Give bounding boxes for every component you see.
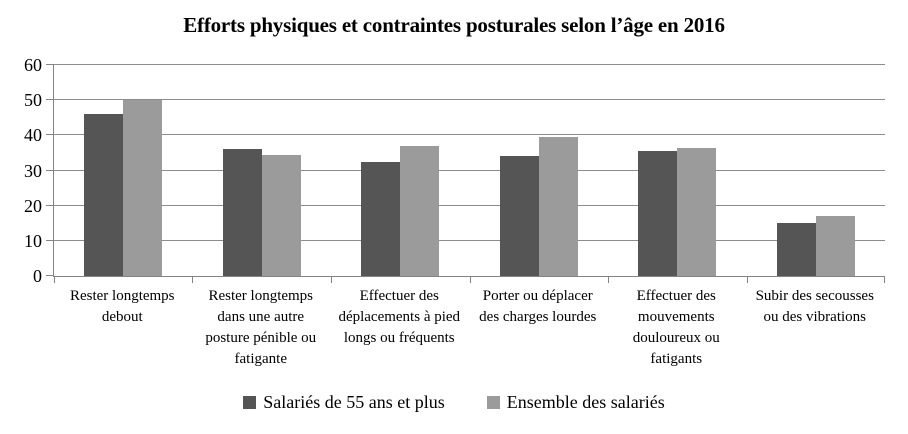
gridline	[54, 204, 885, 206]
legend-swatch	[486, 396, 500, 409]
legend: Salariés de 55 ans et plus Ensemble des s…	[0, 392, 908, 413]
bar-group	[331, 65, 470, 276]
gridline	[54, 99, 885, 101]
chart-title: Efforts physiques et contraintes postura…	[183, 13, 725, 37]
bar	[261, 154, 301, 276]
y-tick-label: 50	[24, 90, 42, 111]
bar	[123, 100, 163, 276]
bar	[222, 149, 262, 276]
bar-group	[747, 65, 886, 276]
x-axis-tick	[607, 277, 609, 283]
x-axis-tick	[192, 277, 194, 283]
bar	[538, 137, 578, 276]
category-label: Effectuer des mouvements douloureux ou f…	[632, 288, 720, 367]
y-axis-tick	[46, 134, 54, 136]
y-axis-tick	[46, 204, 54, 206]
gridline	[54, 169, 885, 171]
category-label: Rester longtemps dans une autre posture …	[205, 288, 317, 367]
y-tick-label: 30	[24, 160, 42, 181]
category-label: Subir des secousses ou des vibrations	[755, 288, 874, 325]
category-label: Porter ou déplacer des charges lourdes	[479, 288, 597, 325]
y-axis-tick	[46, 64, 54, 65]
bar-group	[470, 65, 609, 276]
legend-item: Ensemble des salariés	[486, 392, 665, 413]
bar	[499, 156, 539, 276]
bar	[361, 161, 401, 276]
x-axis-tick	[54, 277, 55, 283]
legend-label: Salariés de 55 ans et plus	[263, 392, 445, 412]
category-label: Effectuer des déplacements à pied longs …	[338, 288, 461, 346]
legend-item: Salariés de 55 ans et plus	[243, 392, 445, 413]
y-tick-label: 10	[24, 230, 42, 251]
bar	[815, 216, 855, 276]
y-tick-label: 20	[24, 195, 42, 216]
x-axis-tick	[469, 277, 471, 283]
plot-area	[46, 64, 885, 283]
bar-group	[608, 65, 747, 276]
legend-swatch	[243, 396, 257, 409]
y-axis-tick	[46, 275, 54, 276]
x-axis-tick	[884, 277, 885, 283]
bar-group	[193, 65, 332, 276]
y-axis-tick	[46, 99, 54, 101]
gridline	[54, 134, 885, 136]
y-tick-label: 60	[24, 55, 42, 75]
bar	[400, 145, 440, 276]
bar-group	[54, 65, 193, 276]
bar	[677, 147, 717, 276]
gridline	[54, 64, 885, 65]
legend-label: Ensemble des salariés	[506, 392, 665, 412]
bar	[776, 223, 816, 276]
y-axis-tick	[46, 169, 54, 171]
y-tick-label: 40	[24, 125, 42, 146]
x-axis-tick	[330, 277, 332, 283]
x-axis-labels: Rester longtemps debout Rester longtemps …	[53, 286, 884, 370]
gridline	[54, 239, 885, 241]
bar	[84, 114, 124, 276]
x-axis-tick	[746, 277, 748, 283]
y-axis-tick	[46, 239, 54, 241]
bar-groups	[54, 65, 885, 276]
category-label: Rester longtemps debout	[69, 288, 175, 325]
y-tick-label: 0	[33, 266, 42, 286]
bar	[638, 151, 678, 276]
